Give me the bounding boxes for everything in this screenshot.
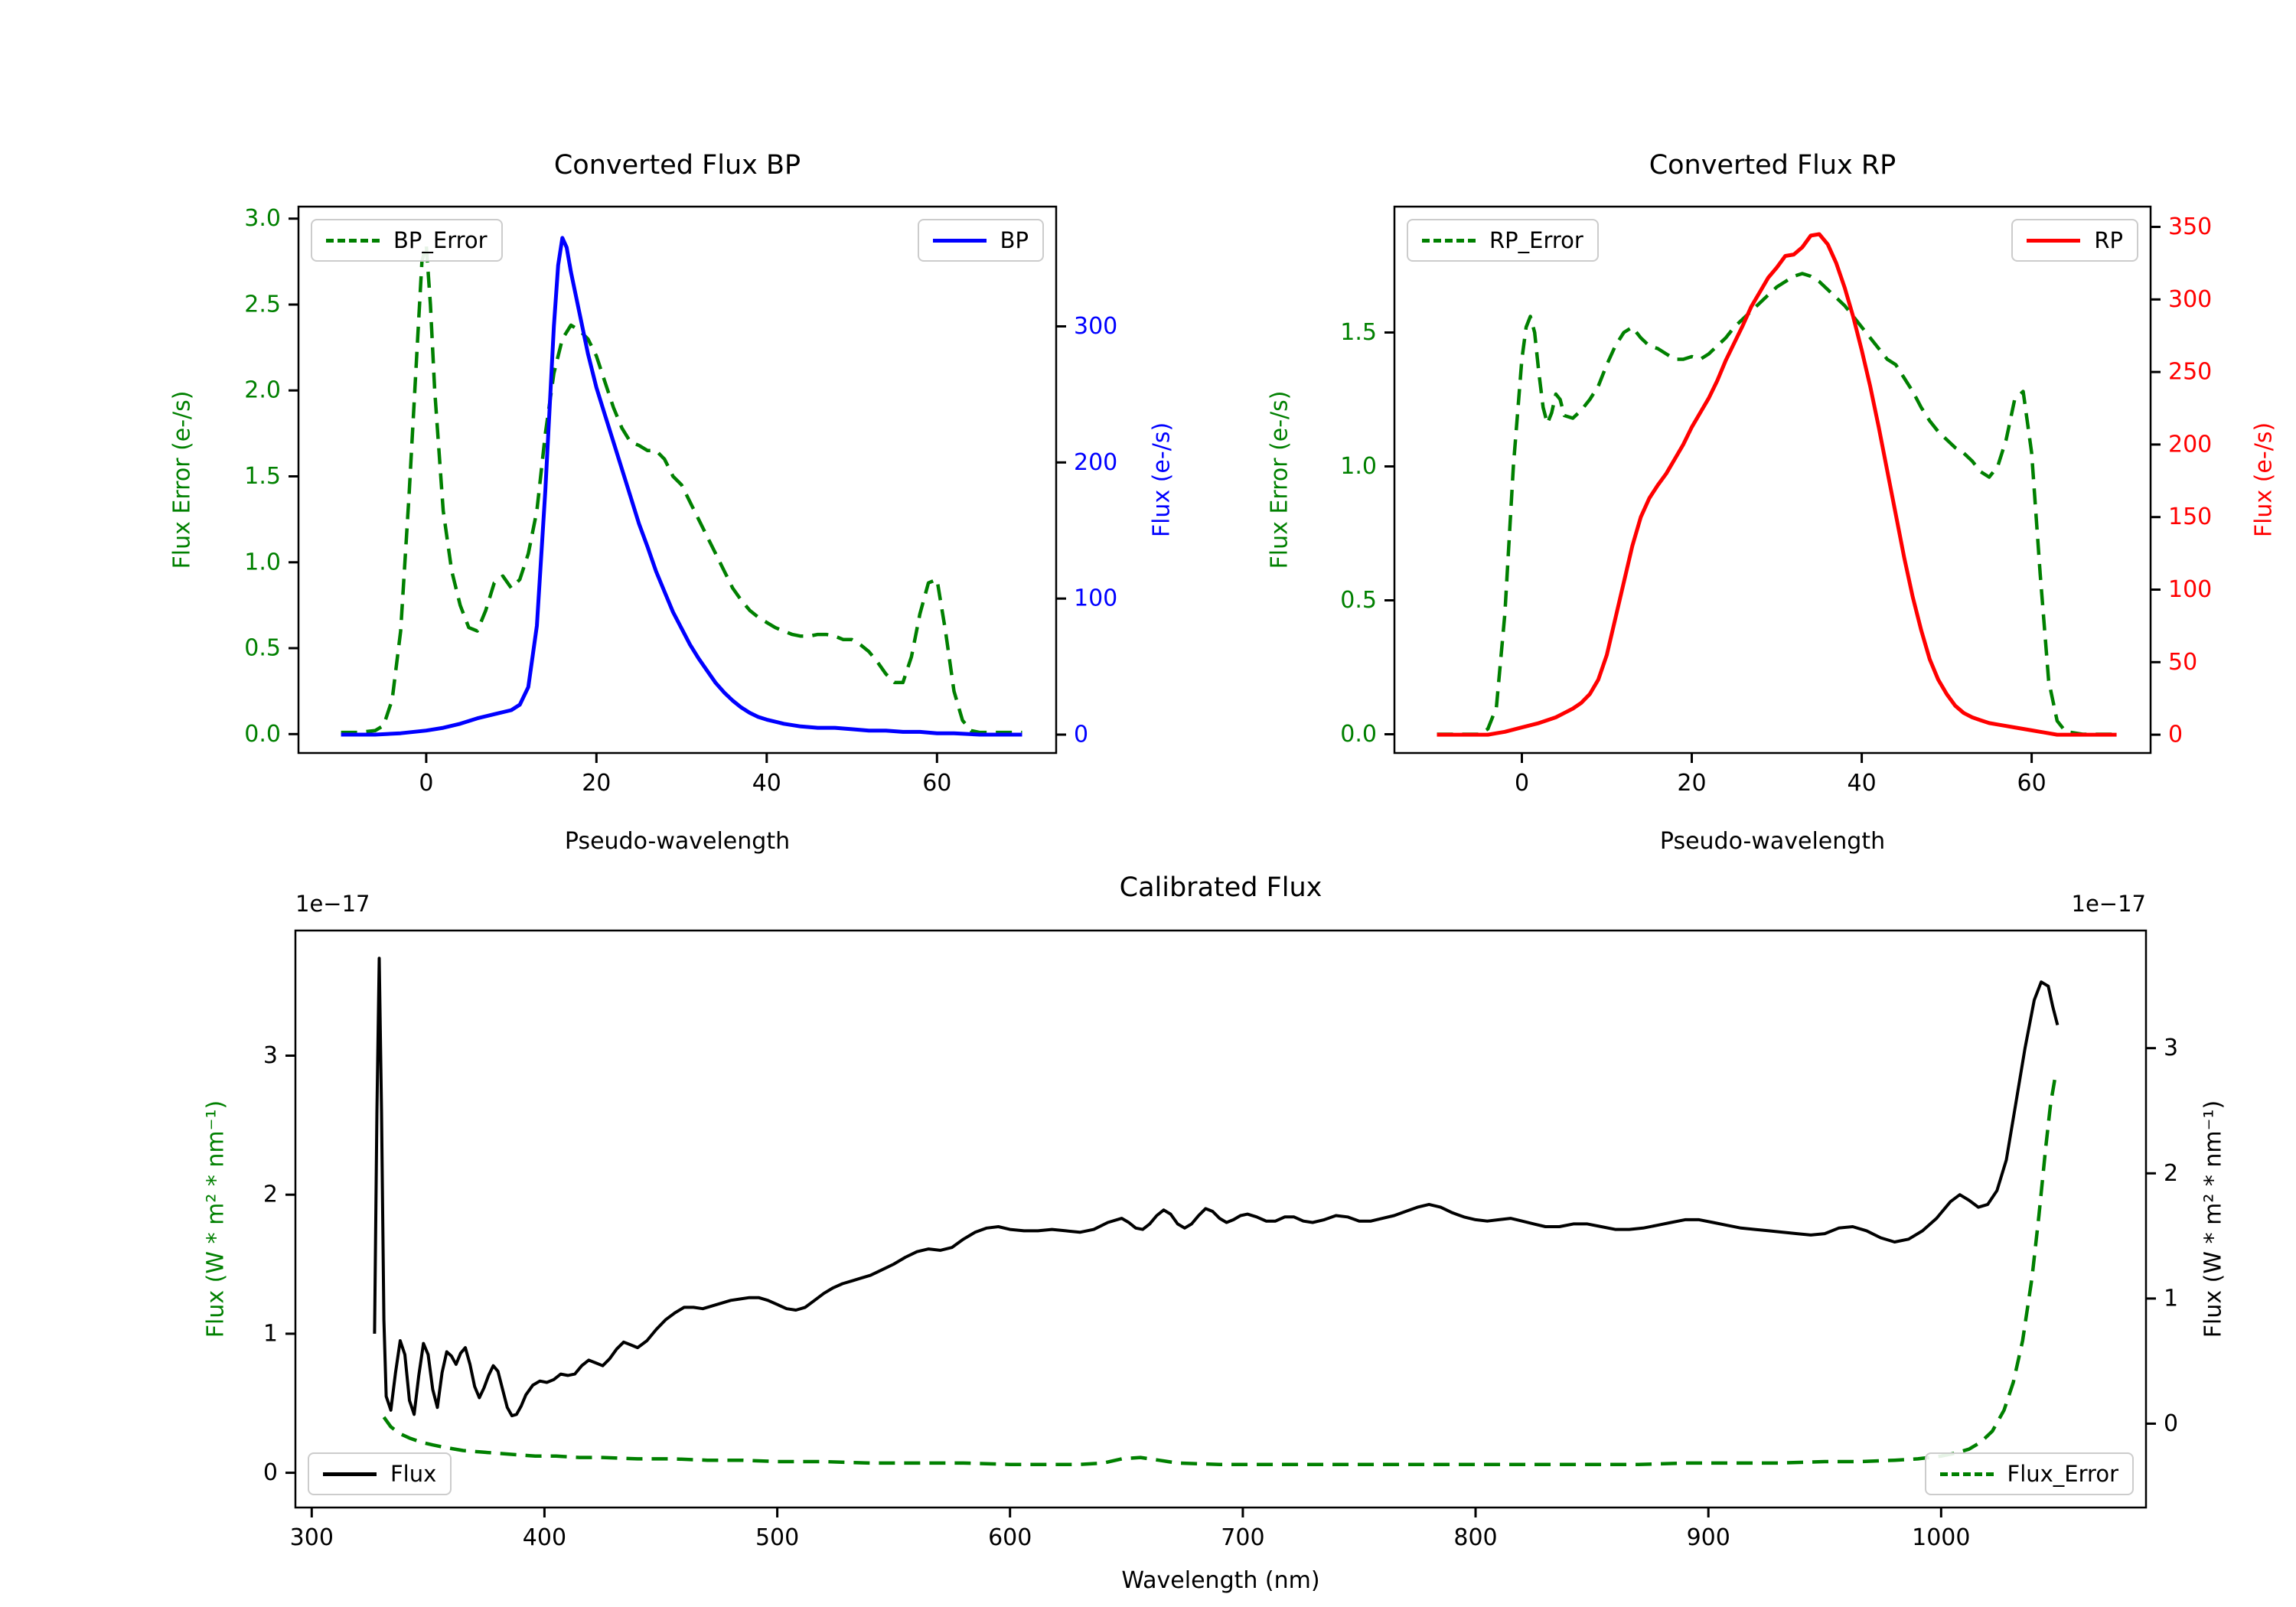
x-tick-label: 800 [1453,1524,1497,1551]
legend-rp-error: RP_Error [1407,219,1599,262]
x-tick-label: 1000 [1912,1524,1970,1551]
y-axis-label-right-calibrated: Flux (W * m² * nm⁻¹) [2200,1100,2227,1338]
legend-line-sample-dashed-green [326,238,380,243]
y-tick-label-left: 0.5 [244,635,281,662]
axes-overlay-bp: BP_Error BP [298,207,1056,753]
legend-label: BP [1000,227,1029,253]
axes-spine [297,205,1058,755]
legend-label: Flux_Error [2007,1461,2118,1487]
plot-area-bp: 0 20 40 60 0.0 0.5 1.0 1.5 2.0 2.5 3.0 0 100 200 300 [244,205,1117,797]
x-tick-label: 20 [1677,770,1706,797]
y-tick-label-right: 0 [2168,722,2183,748]
x-tick-label: 500 [755,1524,799,1551]
y-tick-label-right: 50 [2168,649,2197,676]
y-tick-label-right: 2 [2164,1160,2178,1187]
y-tick-label-left: 1.5 [1340,319,1377,346]
x-tick-label: 700 [1221,1524,1264,1551]
y-axis-label-right-bp: Flux (e-/s) [1148,422,1176,538]
legend-line-sample-dashed-green [1422,238,1476,243]
y-tick-label-left: 1.0 [1340,453,1377,480]
axes-spine [1393,205,2152,755]
y-tick-label-left: 1 [263,1320,278,1347]
y-tick-label-left: 1.0 [244,549,281,575]
legend-bp: BP [917,219,1044,262]
y-tick-label-left: 2.0 [244,377,281,404]
y-tick-label-left: 3 [263,1042,278,1069]
y-tick-label-right: 350 [2168,214,2212,240]
x-tick-label: 0 [1515,770,1529,797]
y-tick-label-right: 1 [2164,1285,2178,1312]
legend-label: BP_Error [393,227,488,253]
offset-text-right: 1e−17 [2071,891,2147,917]
plot-area-calibrated: 300 400 500 600 700 800 900 1000 0 1 2 3 0 1 2 3 [263,929,2178,1551]
y-tick-label-left: 0 [263,1459,278,1486]
y-tick-label-right: 200 [2168,431,2212,458]
series-Flux [373,957,2060,1418]
y-tick-label-right: 100 [1074,585,1117,612]
plot-area-rp: 0 20 40 60 0.0 0.5 1.0 1.5 0 50 100 150 200 250 300 350 [1340,205,2212,797]
legend-rp: RP [2011,219,2138,262]
y-tick-label-right: 3 [2164,1035,2178,1061]
series-Flux_Error [382,1076,2057,1466]
x-axis-label-bp: Pseudo-wavelength [564,828,791,855]
x-tick-label: 300 [290,1524,334,1551]
legend-label: Flux [390,1461,437,1487]
y-tick-label-left: 0.0 [244,721,281,748]
legend-flux-error: Flux_Error [1924,1452,2134,1495]
y-tick-label-right: 100 [2168,576,2212,603]
y-tick-label-left: 2 [263,1182,278,1208]
legend-label: RP_Error [1489,227,1583,253]
x-tick-label: 900 [1687,1524,1730,1551]
subplot-title-bp: Converted Flux BP [553,150,801,181]
y-axis-label-left-calibrated: Flux (W * m² * nm⁻¹) [202,1100,230,1338]
x-tick-label: 0 [419,770,433,797]
x-tick-label: 60 [922,770,951,797]
x-tick-label: 400 [523,1524,566,1551]
x-tick-label: 600 [988,1524,1032,1551]
x-tick-label: 60 [2017,770,2047,797]
legend-line-sample-solid-red [2027,238,2081,243]
y-tick-label-right: 200 [1074,449,1117,476]
legend-line-sample-solid-blue [932,238,987,243]
axes-overlay-calibrated: Flux Flux_Error [295,931,2146,1508]
axes-overlay-rp: RP_Error RP [1394,207,2151,753]
y-tick-label-right: 0 [2164,1410,2178,1437]
series-BP [341,236,1022,737]
subplot-title-calibrated: Calibrated Flux [1119,872,1322,903]
y-axis-label-right-rp: Flux (e-/s) [2250,422,2278,538]
legend-flux: Flux [308,1452,452,1495]
legend-line-sample-dashed-green [1939,1472,1994,1476]
legend-line-sample-solid-black [323,1472,377,1476]
legend-label: RP [2094,227,2123,253]
y-tick-label-left: 0.0 [1340,721,1377,748]
series-RP_Error [1437,272,2117,736]
subplot-title-rp: Converted Flux RP [1649,150,1896,181]
y-tick-label-right: 300 [1074,313,1117,340]
axes-spine [294,929,2148,1509]
x-axis-label-rp: Pseudo-wavelength [1659,828,1886,855]
x-tick-label: 20 [582,770,611,797]
offset-text-left: 1e−17 [295,891,370,917]
y-tick-label-right: 0 [1074,722,1088,748]
y-tick-label-right: 300 [2168,286,2212,313]
x-tick-label: 40 [1848,770,1877,797]
y-tick-label-right: 150 [2168,504,2212,530]
x-tick-label: 40 [752,770,781,797]
y-axis-label-left-rp: Flux Error (e-/s) [1266,390,1293,569]
y-tick-label-left: 3.0 [244,205,281,232]
legend-bp-error: BP_Error [311,219,503,262]
y-tick-label-left: 1.5 [244,463,281,490]
x-axis-label-calibrated: Wavelength (nm) [1121,1567,1320,1594]
y-tick-label-right: 250 [2168,359,2212,386]
series-BP_Error [341,243,1022,735]
y-axis-label-left-bp: Flux Error (e-/s) [168,390,196,569]
y-tick-label-left: 2.5 [244,292,281,318]
series-RP [1437,232,2117,737]
y-tick-label-left: 0.5 [1340,587,1377,614]
